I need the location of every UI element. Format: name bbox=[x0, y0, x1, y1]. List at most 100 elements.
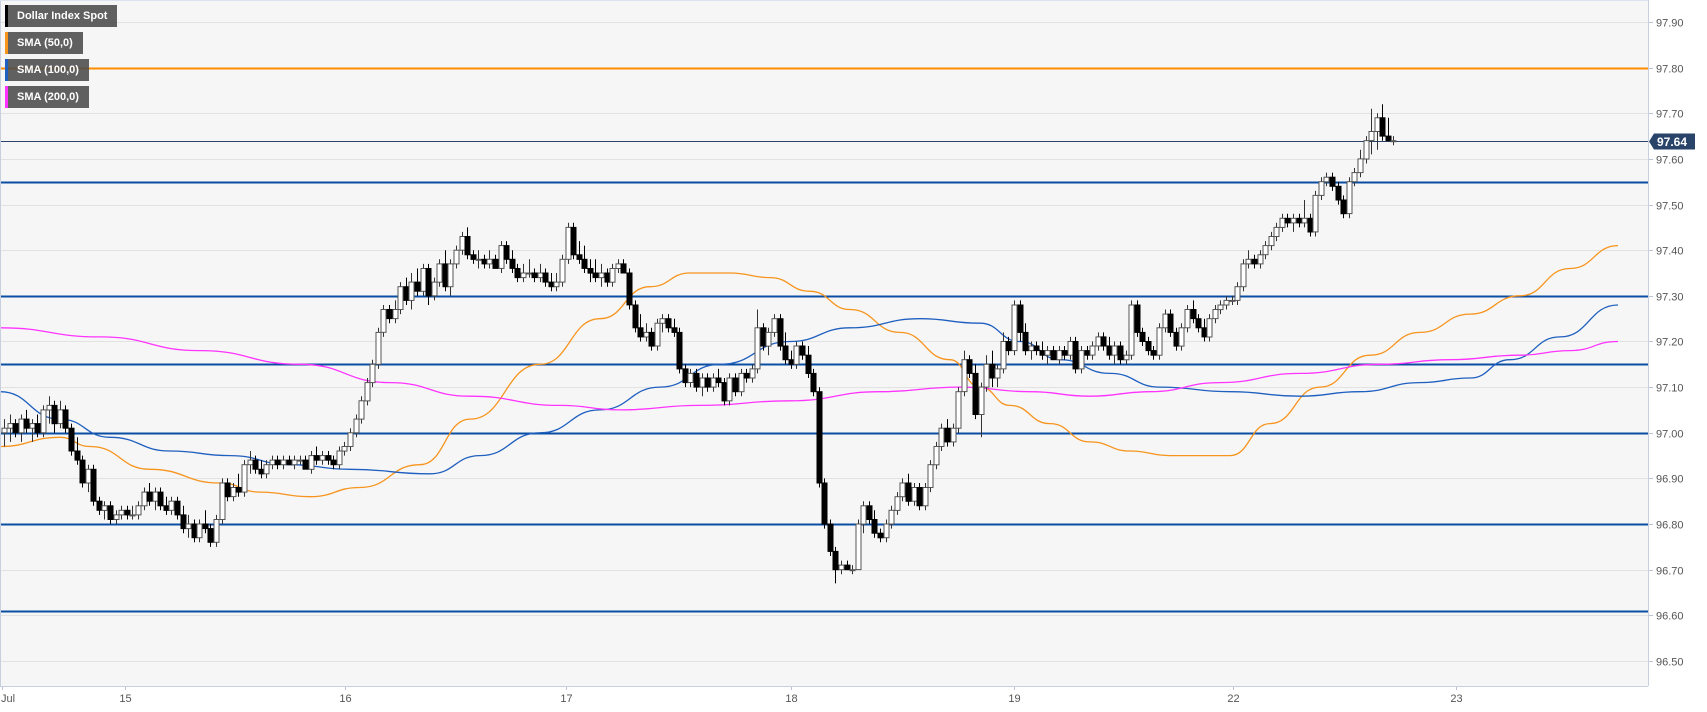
candle[interactable] bbox=[665, 314, 672, 333]
candle[interactable] bbox=[1390, 136, 1397, 146]
candle[interactable] bbox=[1123, 350, 1130, 365]
candle[interactable] bbox=[263, 460, 270, 479]
candle[interactable] bbox=[832, 546, 839, 584]
candle[interactable] bbox=[916, 483, 923, 511]
candle[interactable] bbox=[135, 501, 142, 520]
candle[interactable] bbox=[782, 332, 789, 365]
candle[interactable] bbox=[464, 227, 471, 260]
candle[interactable] bbox=[1005, 336, 1012, 356]
candle[interactable] bbox=[978, 382, 985, 438]
candle[interactable] bbox=[1379, 104, 1386, 141]
candle[interactable] bbox=[129, 505, 136, 520]
candle[interactable] bbox=[420, 263, 427, 296]
candle[interactable] bbox=[531, 268, 538, 283]
candle[interactable] bbox=[542, 268, 549, 287]
candle[interactable] bbox=[180, 505, 187, 534]
candle[interactable] bbox=[157, 487, 164, 511]
candle[interactable] bbox=[219, 478, 226, 524]
candle[interactable] bbox=[871, 510, 878, 538]
candle[interactable] bbox=[1301, 200, 1308, 228]
candle[interactable] bbox=[676, 327, 683, 374]
candle[interactable] bbox=[805, 346, 812, 378]
candle[interactable] bbox=[1089, 341, 1096, 360]
candle[interactable] bbox=[732, 373, 739, 397]
candle[interactable] bbox=[1323, 172, 1330, 187]
candle[interactable] bbox=[1156, 323, 1163, 360]
candle[interactable] bbox=[1017, 300, 1024, 342]
candle[interactable] bbox=[202, 510, 209, 534]
candle[interactable] bbox=[1111, 341, 1118, 365]
candle[interactable] bbox=[1050, 346, 1057, 361]
candle[interactable] bbox=[1117, 341, 1124, 365]
candle[interactable] bbox=[693, 368, 700, 392]
candle[interactable] bbox=[1268, 231, 1275, 251]
candle[interactable] bbox=[899, 478, 906, 502]
candle[interactable] bbox=[1273, 222, 1280, 242]
candle[interactable] bbox=[447, 259, 454, 296]
candle[interactable] bbox=[1262, 241, 1269, 260]
candle[interactable] bbox=[860, 501, 867, 534]
candle[interactable] bbox=[1184, 305, 1191, 333]
candle[interactable] bbox=[492, 254, 499, 269]
candle[interactable] bbox=[754, 309, 761, 374]
candle[interactable] bbox=[224, 478, 231, 502]
candle[interactable] bbox=[1351, 168, 1358, 187]
candle[interactable] bbox=[632, 300, 639, 333]
candle[interactable] bbox=[922, 483, 929, 511]
candle[interactable] bbox=[565, 222, 572, 264]
candle[interactable] bbox=[34, 414, 41, 438]
candle[interactable] bbox=[325, 451, 332, 465]
candle[interactable] bbox=[51, 400, 58, 433]
candle[interactable] bbox=[609, 263, 616, 287]
candle[interactable] bbox=[966, 355, 973, 378]
candle[interactable] bbox=[983, 355, 990, 392]
candle[interactable] bbox=[453, 245, 460, 269]
candle[interactable] bbox=[726, 373, 733, 406]
candle[interactable] bbox=[341, 441, 348, 456]
candle[interactable] bbox=[715, 368, 722, 388]
candle[interactable] bbox=[397, 282, 404, 315]
candle[interactable] bbox=[1061, 346, 1068, 360]
candle[interactable] bbox=[274, 455, 281, 470]
candle[interactable] bbox=[431, 277, 438, 301]
candle[interactable] bbox=[436, 259, 443, 287]
candle[interactable] bbox=[838, 560, 845, 575]
candle[interactable] bbox=[1357, 149, 1364, 178]
candle[interactable] bbox=[252, 455, 259, 474]
candle[interactable] bbox=[486, 250, 493, 269]
candle[interactable] bbox=[1312, 190, 1319, 237]
candle[interactable] bbox=[101, 501, 108, 520]
candle[interactable] bbox=[994, 364, 1001, 388]
legend-item-sma-100[interactable]: SMA (100,0) bbox=[5, 59, 89, 81]
candle[interactable] bbox=[1000, 332, 1007, 374]
candle[interactable] bbox=[196, 519, 203, 543]
legend-item-dollar-index[interactable]: Dollar Index Spot bbox=[5, 5, 118, 27]
candle[interactable] bbox=[514, 263, 521, 283]
candle[interactable] bbox=[364, 378, 371, 406]
candle[interactable] bbox=[855, 519, 862, 571]
candle[interactable] bbox=[168, 496, 175, 515]
candle[interactable] bbox=[637, 314, 644, 342]
candle[interactable] bbox=[671, 318, 678, 337]
candle[interactable] bbox=[12, 419, 19, 438]
candle[interactable] bbox=[927, 460, 934, 493]
candle[interactable] bbox=[1340, 195, 1347, 219]
candle[interactable] bbox=[1206, 314, 1213, 342]
candle[interactable] bbox=[1022, 323, 1029, 356]
candle[interactable] bbox=[235, 473, 242, 497]
candle[interactable] bbox=[185, 514, 192, 538]
candle[interactable] bbox=[347, 428, 354, 451]
candle[interactable] bbox=[308, 451, 315, 474]
candle[interactable] bbox=[849, 565, 856, 575]
candle[interactable] bbox=[938, 423, 945, 451]
candle[interactable] bbox=[1335, 181, 1342, 205]
candle[interactable] bbox=[1234, 282, 1241, 305]
candle[interactable] bbox=[743, 368, 750, 383]
candle[interactable] bbox=[972, 364, 979, 420]
candle[interactable] bbox=[425, 263, 432, 305]
candle[interactable] bbox=[1223, 295, 1230, 310]
candle[interactable] bbox=[587, 259, 594, 283]
candle[interactable] bbox=[1217, 300, 1224, 315]
